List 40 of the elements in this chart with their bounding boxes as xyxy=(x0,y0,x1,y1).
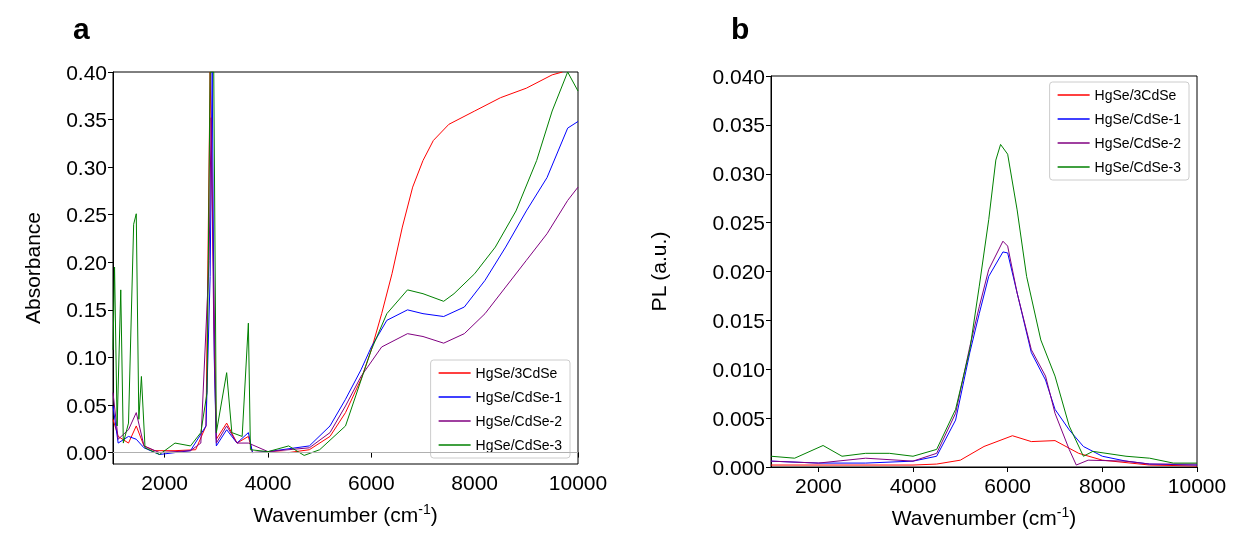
legend-label: HgSe/3CdSe xyxy=(1094,87,1177,103)
x-tick-label: 4000 xyxy=(244,471,292,494)
y-tick-label: 0.035 xyxy=(712,113,765,137)
y-tick-label: 0.35 xyxy=(66,108,107,132)
y-tick-label: 0.00 xyxy=(66,441,107,465)
y-tick-label: 0.015 xyxy=(712,308,765,332)
y-axis-title: Absorbance xyxy=(21,211,44,325)
legend-label: HgSe/CdSe-1 xyxy=(1094,111,1182,127)
y-tick-label: 0.025 xyxy=(712,211,765,235)
y-tick-label: 0.20 xyxy=(66,250,107,274)
legend-label: HgSe/CdSe-2 xyxy=(475,413,563,429)
y-tick-label: 0.30 xyxy=(66,155,107,179)
x-tick-label: 2000 xyxy=(141,471,189,494)
legend-label: HgSe/CdSe-3 xyxy=(475,437,563,453)
y-tick-label: 0.10 xyxy=(66,345,107,369)
y-axis-title: PL (a.u.) xyxy=(647,231,670,312)
legend-label: HgSe/CdSe-2 xyxy=(1094,135,1182,151)
legend-label: HgSe/CdSe-1 xyxy=(475,389,563,405)
y-tick-label: 0.030 xyxy=(712,162,765,186)
y-tick-label: 0.005 xyxy=(712,406,765,430)
x-tick-label: 6000 xyxy=(984,474,1032,497)
y-tick-label: 0.15 xyxy=(66,298,107,322)
x-tick-label: 8000 xyxy=(451,471,499,494)
y-tick-label: 0.040 xyxy=(712,64,765,88)
chart-title: b xyxy=(731,11,750,45)
x-tick-label: 10000 xyxy=(548,471,608,494)
x-tick-label: 10000 xyxy=(1167,474,1227,497)
y-tick-label: 0.05 xyxy=(66,393,107,417)
legend-label: HgSe/CdSe-3 xyxy=(1094,159,1182,175)
y-tick-label: 0.25 xyxy=(66,203,107,227)
y-tick-label: 0.010 xyxy=(712,357,765,381)
y-tick-label: 0.020 xyxy=(712,260,765,283)
x-tick-label: 6000 xyxy=(347,471,395,494)
legend-label: HgSe/3CdSe xyxy=(475,365,558,381)
chart-title: a xyxy=(73,11,90,45)
x-tick-label: 4000 xyxy=(889,474,937,497)
y-tick-label: 0.000 xyxy=(712,455,765,479)
x-tick-label: 8000 xyxy=(1078,474,1126,497)
x-tick-label: 2000 xyxy=(794,474,842,497)
y-tick-label: 0.40 xyxy=(66,60,107,84)
